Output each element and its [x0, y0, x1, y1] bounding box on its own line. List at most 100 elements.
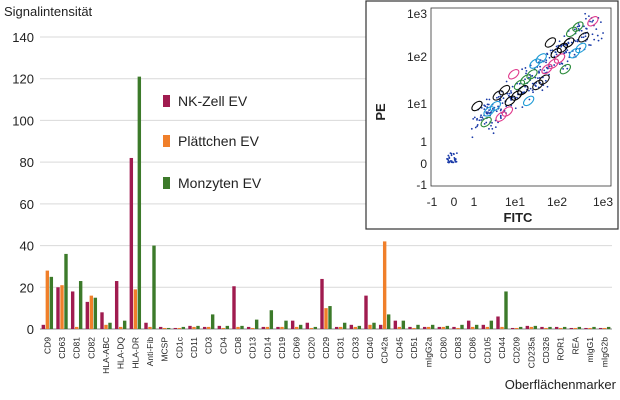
- scatter-point: [584, 12, 587, 15]
- scatter-point: [524, 67, 527, 69]
- y-axis-label: Signalintensität: [4, 4, 93, 19]
- scatter-point: [577, 23, 580, 25]
- density-contour: [529, 58, 541, 69]
- bar: [584, 327, 588, 329]
- bar: [225, 325, 230, 329]
- bar-marks: [41, 76, 611, 329]
- bar: [265, 326, 270, 329]
- scatter-point: [510, 91, 513, 94]
- bar: [500, 326, 504, 329]
- bar: [152, 245, 156, 329]
- inset-x-tick-label: 1: [471, 195, 478, 209]
- scatter-point: [546, 85, 549, 88]
- scatter-point: [570, 41, 573, 44]
- x-tick-label: CD31: [336, 337, 346, 359]
- bar: [338, 326, 343, 329]
- scatter-point: [488, 98, 491, 101]
- scatter-point: [539, 68, 542, 71]
- x-tick-label: CD14: [262, 337, 272, 359]
- scatter-point: [497, 96, 500, 98]
- scatter-point: [521, 106, 524, 109]
- bar: [305, 322, 310, 329]
- density-contour: [526, 69, 538, 80]
- scatter-point: [502, 97, 505, 100]
- scatter-point: [580, 29, 583, 32]
- scatter-point: [446, 157, 448, 160]
- scatter-point: [488, 112, 491, 115]
- x-tick-label: REA: [570, 337, 580, 355]
- scatter-point: [558, 63, 561, 66]
- x-tick-label: CD209: [512, 337, 522, 364]
- scatter-point: [589, 44, 592, 47]
- scatter-point: [524, 85, 527, 88]
- bar: [137, 76, 142, 329]
- legend-label: NK-Zell EV: [178, 93, 248, 109]
- bar: [89, 295, 94, 329]
- scatter-point: [476, 117, 479, 120]
- scatter-point: [545, 61, 547, 64]
- bar: [598, 327, 603, 329]
- scatter-point: [497, 105, 499, 108]
- bar: [173, 327, 178, 329]
- scatter-point: [481, 116, 484, 119]
- x-tick-label: HLA-DQ: [116, 337, 126, 370]
- density-contour: [483, 106, 495, 117]
- density-contour: [517, 85, 529, 96]
- bar: [408, 326, 412, 329]
- scatter-point: [491, 121, 493, 124]
- scatter-point: [476, 124, 479, 126]
- inset-x-tick-label: 1e3: [593, 195, 613, 209]
- scatter-point: [479, 116, 482, 119]
- bar: [148, 326, 152, 329]
- inset-y-tick-label: 1e3: [407, 7, 427, 21]
- x-tick-label: CD42a: [380, 337, 390, 364]
- bar: [489, 320, 494, 329]
- bar: [606, 326, 611, 329]
- density-contour: [510, 90, 523, 101]
- scatter-point: [531, 75, 533, 77]
- inset-x-tick-label: 0: [451, 195, 458, 209]
- x-tick-label: CD51: [409, 337, 419, 359]
- scatter-point: [452, 152, 455, 155]
- density-contour: [522, 95, 535, 107]
- scatter-point: [491, 108, 494, 110]
- inset-y-tick-labels: 1e3 1e2 1e1 1 0 -1: [407, 7, 427, 192]
- scatter-point: [476, 125, 478, 128]
- x-tick-label: CD20: [306, 337, 316, 359]
- density-contour: [587, 16, 599, 27]
- scatter-point: [480, 119, 483, 121]
- scatter-point: [499, 116, 502, 118]
- scatter-point: [591, 20, 593, 23]
- bar: [573, 327, 578, 329]
- x-tick-label: CD13: [248, 337, 258, 359]
- bar: [133, 289, 138, 329]
- density-contour: [565, 26, 578, 38]
- scatter-point: [532, 91, 534, 94]
- density-contour: [495, 111, 507, 122]
- inset-x-tick-label: 1e1: [505, 195, 525, 209]
- scatter-point: [529, 87, 532, 90]
- scatter-point: [555, 45, 558, 48]
- bar: [210, 314, 215, 329]
- x-tick-label: CD235a: [526, 337, 536, 368]
- scatter-point: [447, 159, 450, 162]
- bar: [426, 326, 431, 329]
- bar: [474, 324, 479, 329]
- scatter-point: [558, 40, 561, 43]
- bar: [206, 326, 211, 329]
- inset-y-tick-label: -1: [416, 178, 427, 192]
- bar: [269, 310, 274, 329]
- bar: [485, 326, 490, 329]
- bar: [544, 327, 548, 329]
- inset-y-tick-label: 0: [420, 157, 427, 171]
- scatter-point: [537, 61, 540, 64]
- scatter-point: [480, 106, 483, 109]
- scatter-point: [585, 27, 587, 30]
- scatter-point: [578, 24, 581, 27]
- scatter-point: [579, 47, 581, 50]
- bar: [470, 326, 475, 329]
- scatter-point: [490, 124, 492, 127]
- bar: [378, 324, 383, 329]
- y-tick-label: 20: [20, 280, 34, 295]
- scatter-point: [573, 53, 576, 56]
